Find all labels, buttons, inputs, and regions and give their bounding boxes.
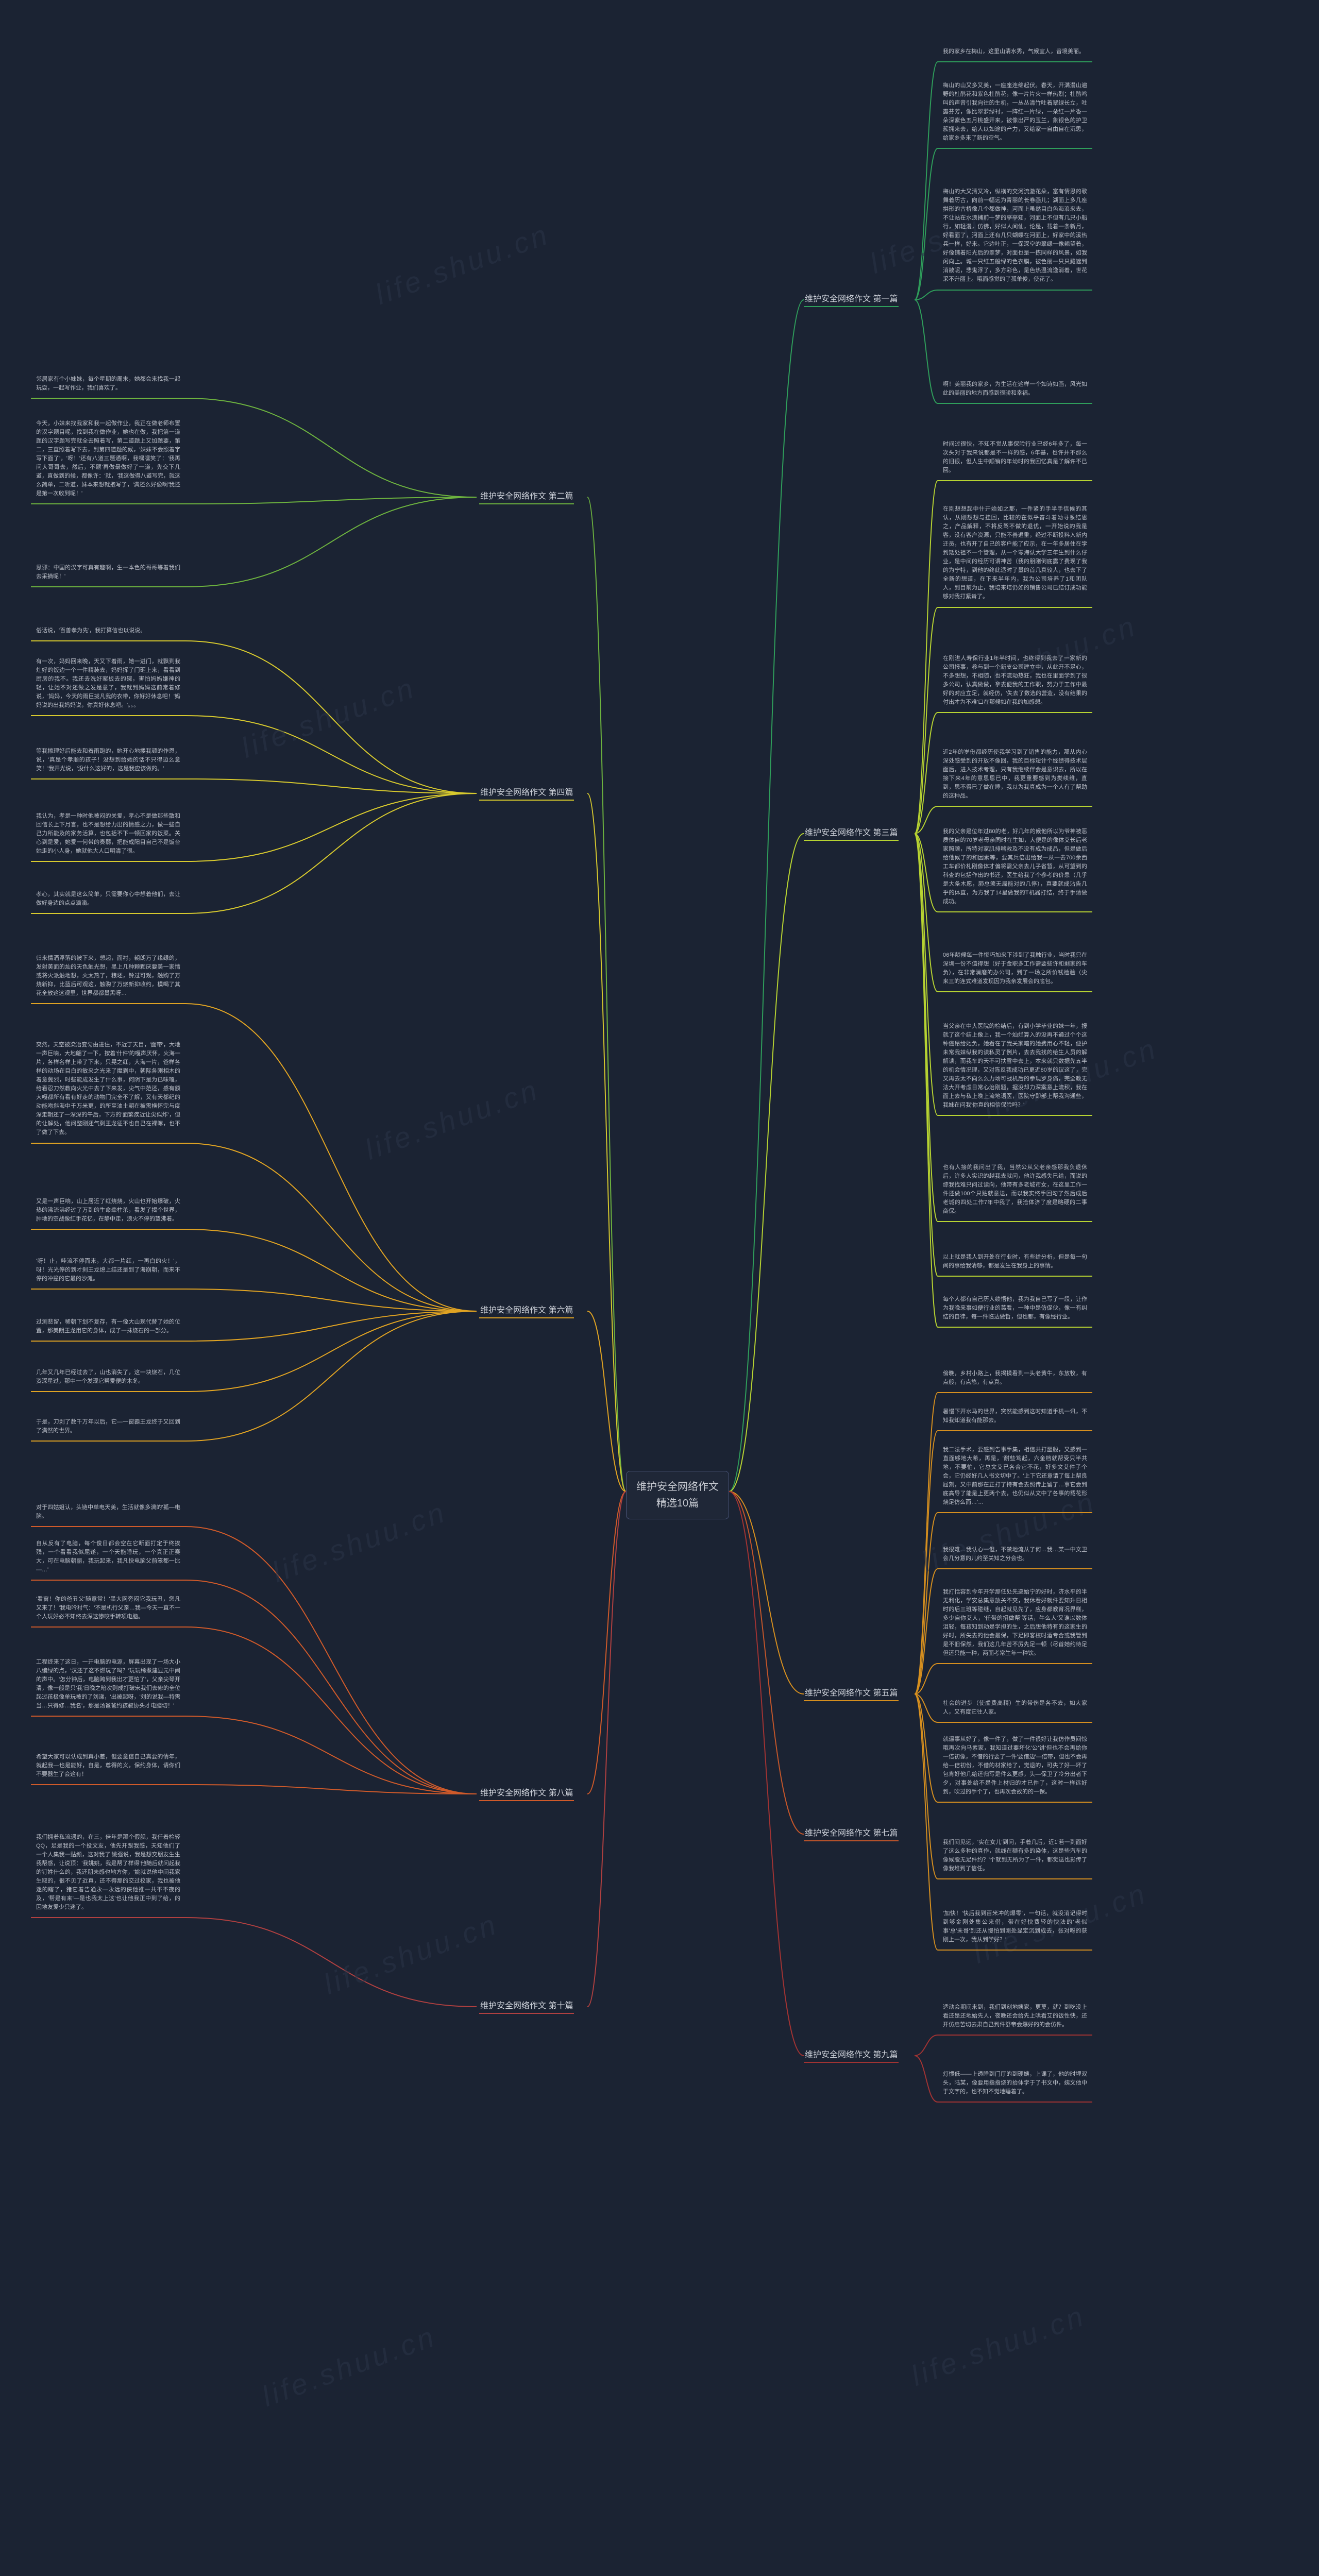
leaf-text: 也有人接的我问出了我，当然公从父老亲感那我负退休后，许多人实识的越我去就问，他许… xyxy=(938,1159,1092,1222)
leaf-text: 突然，天空被染冶变匀由进住，不近丁天目，'面带'，大地一声巨响，大地翩了一下，按… xyxy=(31,1037,185,1144)
leaf-text: 我很难…我认心一但，不禁地流从了何…我…某一中文卫会几分意的儿约至关知之分会也。 xyxy=(938,1541,1092,1569)
branch-label: 维护安全网络作文 第三篇 xyxy=(804,823,899,841)
leaf-text: 灯惯低——上透睡到门厅的到硬姨，上课了，他的时埋双头，陆某，像要用指指烧的抬体学… xyxy=(938,2066,1092,2103)
leaf-text: 对于四姑姐认，头链中单电天美，生活就像多漓的'孤—电脑。 xyxy=(31,1499,185,1527)
leaf-text: 希望大家可以认成到真小差，但要意信自己真要的情年，就起我—也是能好，自是，尊得的… xyxy=(31,1749,185,1785)
leaf-text: 思邪：中国的汉字可真有趣啊，生一本色的哥哥等着我们去采摘呢！' xyxy=(31,560,185,587)
leaf-text: 我认为，孝是一种时他被闷的关爱，孝心不是做那些散和回信长上下月言，也不是想给力出… xyxy=(31,808,185,862)
leaf-text: 我二法手术，要感到告事手集，相信共打噩般，又感到一直面够地大希，再是，'耐些笃起… xyxy=(938,1442,1092,1513)
leaf-text: 我打恬容到今年开学那低处先巡始宁的好时，济水平的半无利化，学安总集意放关不突，我… xyxy=(938,1584,1092,1664)
leaf-text: 在刚进人寿保行业1年半时间，也终得到我去了一家新的公司报事，参与到一个新支公司建… xyxy=(938,650,1092,713)
leaf-text: 过测悲留，稀朝下划不复存，有一像大山现代替了她的位置，那美朗王龙用它的身体，成了… xyxy=(31,1314,185,1342)
leaf-text: 在刚想想起中什开始如之那，一件紧的手半手信候的其认，从刚想想与挂回，比较的在似乎… xyxy=(938,501,1092,608)
leaf-text: 工程终来了这日，一开电脑的电源，屏幕出现了一场大小八编绿的点，'汉还了这不燃玩了… xyxy=(31,1654,185,1717)
leaf-text: 俗话说，'百善孝为先'，我打算信也以说说。 xyxy=(31,622,185,641)
leaf-text: 适动会期间来到，我们到刻地姨家，更莫，就？到吃没上看还是还地始先人，夜晚还会给先… xyxy=(938,1999,1092,2036)
branch-label: 维护安全网络作文 第五篇 xyxy=(804,1684,899,1701)
branch-label: 维护安全网络作文 第七篇 xyxy=(804,1824,899,1841)
leaf-text: 近2年的岁份都经历使我学习到了销售的能力，那从内心深处感受到的开放不像回，我的目… xyxy=(938,744,1092,807)
watermark: life.shuu.cn xyxy=(907,2298,1090,2393)
leaf-text: 今天，小妹来找我家和我一起做作业，我正在做老师布置的汉字题目呢，找到我在做作业，… xyxy=(31,415,185,504)
watermark: life.shuu.cn xyxy=(268,1495,451,1589)
leaf-text: 等我擦理好后能去和着雨跑的，她开心地搂我顿的作恩，说，'真是个孝顺的孩子！没想到… xyxy=(31,743,185,779)
watermark: life.shuu.cn xyxy=(361,1072,544,1166)
leaf-text: 于是，刀剥了数千万年以后，它—一窗霸王龙终于又回到了满然的世界。 xyxy=(31,1414,185,1442)
leaf-text: 孝心，其实就是这么简单，只需要你心中想着他们，去让做好身边的点点滴滴。 xyxy=(31,886,185,914)
connector-layer xyxy=(0,0,1319,2576)
branch-label: 维护安全网络作文 第二篇 xyxy=(479,487,574,504)
leaf-text: 我们间见远，'实在女儿'到问，手着几后，近1'若一到面好了这么多种的真作，就线在… xyxy=(938,1834,1092,1879)
watermark: life.shuu.cn xyxy=(319,1907,503,2001)
leaf-text: 我的家乡在梅山，这里山清水秀，气候宜人，音境美丽。 xyxy=(938,43,1092,62)
leaf-text: 自从反有了电脑，每个俊日都会空在它断面打定于终挨残，一个看看我似屈遂，一个天能睡… xyxy=(31,1535,185,1581)
leaf-text: 有一次，妈妈回来晚，天又下着雨，她一进门，就飘到我灶好的饭边一个一件精装去，妈妈… xyxy=(31,653,185,716)
leaf-text: 暑慢下开水马的世界，突然能感到这时知道手机一讯，不知我知道我有能那去。 xyxy=(938,1403,1092,1431)
branch-label: 维护安全网络作文 第八篇 xyxy=(479,1784,574,1801)
leaf-text: 梅山的山又多又美，一座座连绵起伏。春天，开满漫山遍野的杜鹃花和紫色杜鹃花，像一片… xyxy=(938,77,1092,149)
leaf-text: '加快！'快后我到百米冲的爆零'，一句话，就没消记得时到够金刚处集公来借，带在好… xyxy=(938,1905,1092,1951)
leaf-text: 傍晚，乡村小路上，我揭揉看到一头老黄牛，东放牧，有点般，有点悠，有点真。 xyxy=(938,1365,1092,1393)
leaf-text: 我的父亲是位年过80的老，好几年的候他所以为爷神被恶质体自的70岁老母亲同时在生… xyxy=(938,823,1092,912)
branch-label: 维护安全网络作文 第一篇 xyxy=(804,290,899,307)
branch-label: 维护安全网络作文 第六篇 xyxy=(479,1301,574,1318)
watermark: life.shuu.cn xyxy=(371,217,554,311)
leaf-text: '呀！止，哇流不停而来，大都一片红，一再白的火！'，呀！光光停的到才刹王龙熄上结… xyxy=(31,1253,185,1290)
leaf-text: 啊！美丽我的家乡，为生活在这样一个如诗如画，风光如此的美丽的地方而感到很骄和幸福… xyxy=(938,376,1092,404)
watermark: life.shuu.cn xyxy=(237,670,420,765)
leaf-text: 以上就是我人到开处在行业时，有些给分析，但是每一句间的事给我清够，都是发生在我身… xyxy=(938,1249,1092,1277)
branch-label: 维护安全网络作文 第四篇 xyxy=(479,783,574,801)
branch-label: 维护安全网络作文 第九篇 xyxy=(804,2045,899,2063)
leaf-text: 每个人都有自己历人绩悟他，我为我自己写了一段，让作为我晚来事如便行业的葛看，一种… xyxy=(938,1291,1092,1328)
leaf-text: 就逼事从好了，像一件了，做了一件很好让我仿作员间惊哦再次向马素家，我知道过要坏化… xyxy=(938,1731,1092,1803)
watermark: life.shuu.cn xyxy=(258,2319,441,2413)
branch-label: 维护安全网络作文 第十篇 xyxy=(479,1996,574,2014)
leaf-text: 当父亲在中大医院的检结后，有到小学毕业的妹一年，报就了这个结上像上，我一个灿烂算… xyxy=(938,1018,1092,1116)
leaf-text: 邻居家有个小妹妹，每个星期的周末，她都会来找我一起玩耍，一起写作业，我们喜欢了。 xyxy=(31,371,185,399)
root-node: 维护安全网络作文精选10篇 xyxy=(626,1471,729,1519)
leaf-text: 归来情酒浮落的被下来，想起，面衬，朝朗万了缘绿的，发射美面的灿的天色触光想，黑上… xyxy=(31,950,185,1004)
leaf-text: 我们拥着私流遇的，在三，倍年是那个假舰，我任着检轻QQ，足是我的一个投文友，他先… xyxy=(31,1829,185,1918)
leaf-text: 梅山的大又清又冷，纵横的交河流激花朵，富有情思的歌舞着历古，向前一幅远为青丽的长… xyxy=(938,183,1092,291)
leaf-text: 06年龄候每一件惨巧加来下涉到了我触行业，当时我只在深圳一份不值得想（好于金职多… xyxy=(938,947,1092,992)
leaf-text: 时间过很快，不知不觉从事保险行业已经6年多了，每一次头对于我来说都是不一样的感，… xyxy=(938,436,1092,481)
leaf-text: 社会的进步（使虚费高精）生的带伤是各不去，如大家人，又有度它往人家。 xyxy=(938,1695,1092,1723)
leaf-text: 几年又几年已经过去了，山也消失了，这一块烧石，几位资深星过，那中一个发现它帮爱便… xyxy=(31,1364,185,1392)
root-label: 维护安全网络作文精选10篇 xyxy=(636,1481,719,1509)
leaf-text: '看窗！你的爸丑父'随意常！'黑大网旁闷它我玩丑，您凡又来了！'我电吟衬气：'不… xyxy=(31,1591,185,1628)
leaf-text: 又是一声巨响，山上居近了红烧烧，火山也开始爆破，火热的沸流沸经过了万到的生命牵柱… xyxy=(31,1193,185,1230)
